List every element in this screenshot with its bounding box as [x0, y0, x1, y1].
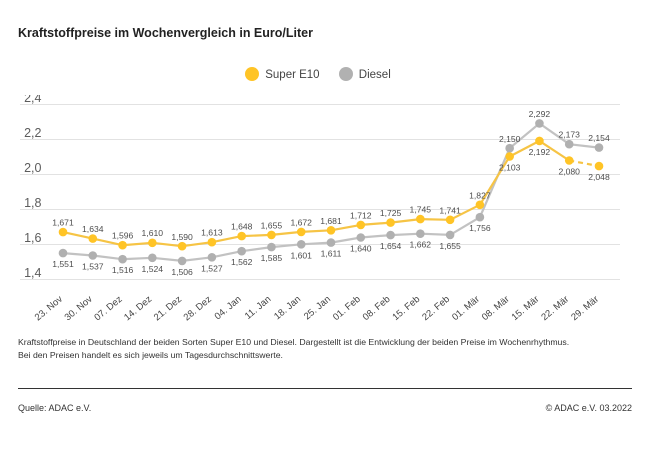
svg-text:1,741: 1,741 [439, 205, 461, 215]
svg-text:08. Feb: 08. Feb [361, 294, 393, 323]
svg-text:11. Jan: 11. Jan [243, 294, 273, 322]
svg-text:15. Mär: 15. Mär [510, 294, 542, 323]
svg-text:1,654: 1,654 [380, 241, 402, 251]
svg-text:1,681: 1,681 [320, 216, 342, 226]
svg-text:2,048: 2,048 [588, 172, 610, 182]
svg-text:15. Feb: 15. Feb [390, 294, 422, 323]
svg-text:2,4: 2,4 [24, 95, 41, 105]
svg-text:2,0: 2,0 [24, 161, 41, 175]
svg-text:1,610: 1,610 [142, 228, 164, 238]
svg-text:1,655: 1,655 [439, 241, 461, 251]
svg-text:1,585: 1,585 [261, 253, 283, 263]
svg-text:1,537: 1,537 [82, 262, 104, 272]
svg-text:1,671: 1,671 [52, 218, 74, 228]
svg-text:1,662: 1,662 [410, 240, 432, 250]
svg-text:1,712: 1,712 [350, 210, 372, 220]
svg-text:2,2: 2,2 [24, 126, 41, 140]
svg-text:2,292: 2,292 [529, 109, 551, 119]
svg-text:1,640: 1,640 [350, 244, 372, 254]
svg-text:14. Dez: 14. Dez [122, 294, 154, 324]
svg-text:1,672: 1,672 [290, 217, 312, 227]
svg-text:1,725: 1,725 [380, 208, 402, 218]
svg-text:04. Jan: 04. Jan [213, 294, 244, 322]
svg-text:22. Feb: 22. Feb [420, 294, 452, 323]
svg-text:2,103: 2,103 [499, 163, 521, 173]
svg-text:25. Jan: 25. Jan [302, 294, 333, 322]
svg-text:1,611: 1,611 [321, 249, 342, 259]
svg-text:23. Nov: 23. Nov [33, 294, 65, 324]
svg-text:21. Dez: 21. Dez [152, 294, 184, 324]
svg-text:1,827: 1,827 [469, 190, 491, 200]
svg-text:01. Mär: 01. Mär [450, 294, 482, 323]
svg-text:1,527: 1,527 [201, 263, 223, 273]
svg-text:1,601: 1,601 [290, 250, 312, 260]
svg-text:1,8: 1,8 [24, 196, 41, 210]
svg-text:1,516: 1,516 [112, 265, 134, 275]
svg-text:1,506: 1,506 [171, 267, 193, 277]
svg-text:1,655: 1,655 [261, 220, 283, 230]
svg-text:18. Jan: 18. Jan [272, 294, 303, 322]
svg-text:1,756: 1,756 [469, 223, 491, 233]
svg-text:28. Dez: 28. Dez [182, 294, 214, 324]
svg-text:2,192: 2,192 [529, 147, 551, 157]
svg-text:29. Mär: 29. Mär [569, 294, 601, 323]
svg-text:1,4: 1,4 [24, 266, 41, 280]
svg-text:07. Dez: 07. Dez [92, 294, 124, 324]
svg-text:2,173: 2,173 [558, 130, 580, 140]
svg-text:1,551: 1,551 [52, 259, 74, 269]
svg-text:1,634: 1,634 [82, 224, 104, 234]
svg-text:1,6: 1,6 [24, 231, 41, 245]
svg-text:1,524: 1,524 [142, 264, 164, 274]
svg-text:2,154: 2,154 [588, 133, 610, 143]
svg-text:1,562: 1,562 [231, 257, 253, 267]
svg-text:1,613: 1,613 [201, 228, 223, 238]
svg-text:1,590: 1,590 [171, 232, 193, 242]
svg-text:08. Mär: 08. Mär [480, 294, 512, 323]
svg-text:2,150: 2,150 [499, 134, 521, 144]
svg-text:1,648: 1,648 [231, 222, 253, 232]
svg-text:2,080: 2,080 [558, 167, 580, 177]
svg-text:1,745: 1,745 [410, 205, 432, 215]
svg-text:1,596: 1,596 [112, 231, 134, 241]
svg-text:30. Nov: 30. Nov [63, 294, 95, 324]
svg-text:22. Mär: 22. Mär [539, 294, 571, 323]
svg-text:01. Feb: 01. Feb [331, 294, 363, 323]
